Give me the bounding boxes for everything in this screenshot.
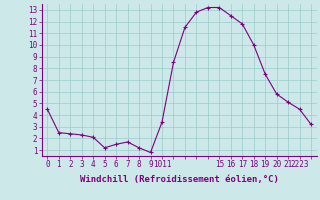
X-axis label: Windchill (Refroidissement éolien,°C): Windchill (Refroidissement éolien,°C) [80, 175, 279, 184]
